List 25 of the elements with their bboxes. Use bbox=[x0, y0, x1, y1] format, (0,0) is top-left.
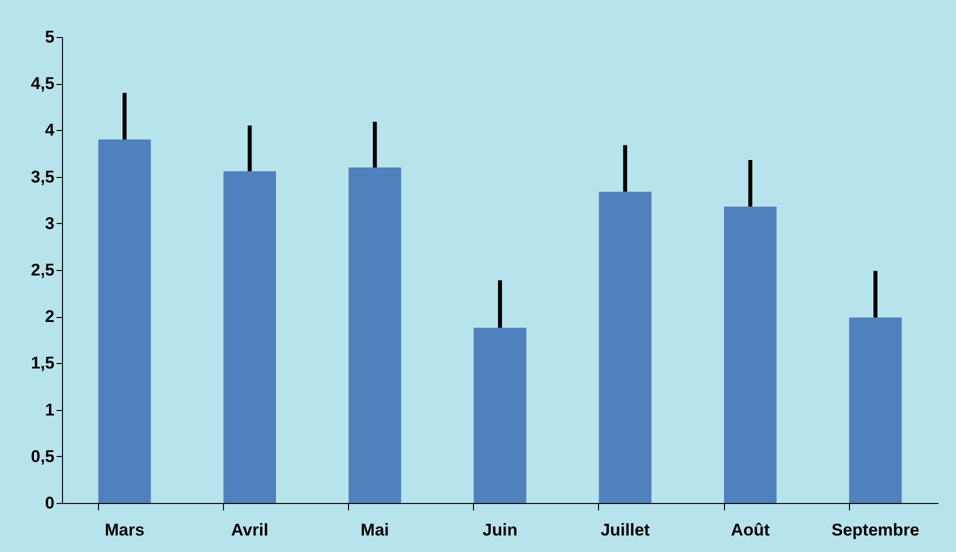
y-tick-label: 2,5 bbox=[30, 260, 54, 280]
x-tick-label: Mai bbox=[360, 520, 390, 540]
x-tick-label: Juillet bbox=[600, 520, 650, 540]
y-tick-label: 4,5 bbox=[30, 74, 54, 94]
bar bbox=[98, 140, 151, 503]
bar bbox=[474, 328, 526, 503]
y-tick-label: 3 bbox=[45, 214, 54, 233]
x-tick-label: Mars bbox=[104, 520, 144, 540]
y-tick-label: 4 bbox=[45, 120, 56, 140]
y-tick-label: 5 bbox=[45, 28, 54, 46]
y-tick-label: 3,5 bbox=[30, 167, 54, 186]
y-tick-label: 0 bbox=[45, 494, 54, 512]
x-tick-label: Septembre bbox=[831, 520, 920, 540]
bar bbox=[223, 171, 276, 503]
bar bbox=[724, 206, 777, 503]
x-tick-label: Juin bbox=[482, 520, 518, 540]
y-tick-label: 2 bbox=[45, 307, 54, 326]
bar bbox=[348, 167, 402, 503]
y-tick-label: 1 bbox=[45, 400, 54, 420]
x-tick-label: Avril bbox=[231, 520, 268, 540]
y-tick-label: 1,5 bbox=[30, 354, 54, 373]
x-tick-label: Août bbox=[730, 520, 770, 540]
y-tick-label: 0,5 bbox=[30, 446, 54, 466]
bar bbox=[598, 192, 652, 503]
bar bbox=[849, 318, 902, 503]
